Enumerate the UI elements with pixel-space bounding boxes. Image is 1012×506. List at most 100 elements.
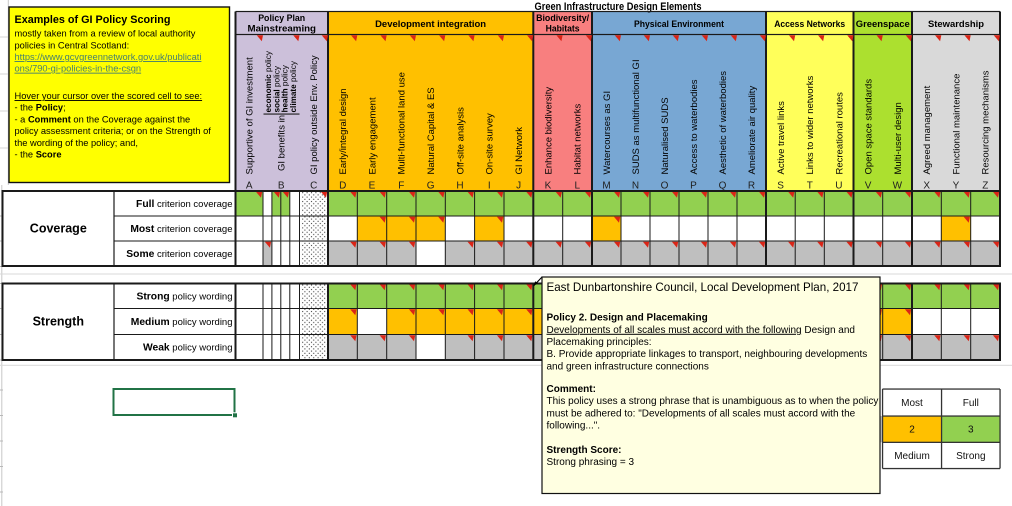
svg-text:B. Provide appropriate linkage: B. Provide appropriate linkages to trans…	[547, 349, 868, 360]
svg-text:Multi-user design: Multi-user design	[893, 102, 904, 174]
svg-text:Active travel links: Active travel links	[776, 101, 787, 175]
svg-text:Medium policy wording: Medium policy wording	[131, 317, 233, 328]
svg-text:Coverage: Coverage	[30, 222, 87, 236]
svg-text:Full: Full	[963, 398, 979, 409]
svg-text:Watercourses as GI: Watercourses as GI	[602, 91, 613, 175]
svg-text:Policy Plan: Policy Plan	[258, 13, 305, 23]
svg-text:Weak policy wording: Weak policy wording	[143, 343, 233, 354]
svg-text:Enhance biodiversity: Enhance biodiversity	[543, 87, 554, 175]
svg-text:following...".: following...".	[547, 421, 601, 432]
svg-text:Stewardship: Stewardship	[928, 19, 985, 29]
svg-text:Full criterion coverage: Full criterion coverage	[136, 199, 232, 210]
svg-text:GI benefits in: GI benefits in	[276, 115, 286, 171]
svg-text:Mainstreaming: Mainstreaming	[248, 24, 317, 34]
svg-text:This policy uses a strong phra: This policy uses a strong phrase that is…	[547, 396, 879, 407]
svg-text:Supportive of GI investment: Supportive of GI investment	[245, 57, 256, 175]
svg-text:Strong: Strong	[956, 451, 985, 462]
svg-text:economic policy: economic policy	[264, 50, 273, 112]
svg-text:- the Policy;: - the Policy;	[15, 103, 66, 113]
svg-text:K: K	[545, 180, 552, 191]
svg-text:D: D	[339, 180, 346, 191]
svg-text:ons/790-gi-policies-in-the-csg: ons/790-gi-policies-in-the-csgn	[15, 64, 142, 74]
svg-text:Links to wider networks: Links to wider networks	[805, 76, 816, 175]
svg-text:Z: Z	[982, 180, 988, 191]
svg-text:Resourcing mechanisms: Resourcing mechanisms	[981, 70, 992, 174]
svg-text:Early/integral design: Early/integral design	[338, 88, 349, 174]
svg-text:Comment:: Comment:	[547, 384, 596, 395]
svg-text:Y: Y	[953, 180, 960, 191]
svg-text:L: L	[575, 180, 581, 191]
svg-text:J: J	[516, 180, 521, 191]
svg-text:social policy: social policy	[272, 65, 281, 112]
svg-text:health policy: health policy	[281, 64, 290, 112]
svg-text:Access Networks: Access Networks	[774, 19, 845, 29]
svg-text:Early engagement: Early engagement	[367, 97, 378, 174]
svg-text:3: 3	[968, 425, 974, 436]
svg-text:GI Network: GI Network	[514, 127, 525, 175]
svg-text:Ameliorate air quality: Ameliorate air quality	[747, 86, 758, 175]
svg-text:Habitats: Habitats	[546, 24, 580, 34]
svg-text:Strong policy wording: Strong policy wording	[136, 292, 232, 303]
svg-text:Biodiversity/: Biodiversity/	[536, 13, 590, 23]
svg-text:Functional maintenance: Functional maintenance	[951, 74, 962, 175]
svg-text:Habitat networks: Habitat networks	[573, 103, 584, 174]
svg-text:Open space standards: Open space standards	[864, 79, 875, 175]
svg-text:Placemaking principles:: Placemaking principles:	[547, 337, 652, 348]
svg-text:Most criterion coverage: Most criterion coverage	[130, 224, 232, 235]
svg-text:Multi-functional land use: Multi-functional land use	[397, 72, 408, 174]
svg-text:Strength Score:: Strength Score:	[547, 445, 622, 456]
svg-text:2: 2	[909, 425, 915, 436]
svg-text:Recreational routes: Recreational routes	[834, 92, 845, 175]
svg-text:and green infrastructure conne: and green infrastructure connections	[547, 361, 709, 372]
svg-text:policy assessment criteria; or: policy assessment criteria; or on the St…	[15, 126, 212, 136]
svg-text:Physical Environment: Physical Environment	[634, 19, 724, 29]
svg-text:East Dunbartonshire Council, L: East Dunbartonshire Council, Local Devel…	[547, 281, 859, 294]
svg-text:https://www.gcvgreennetwork.go: https://www.gcvgreennetwork.gov.uk/publi…	[15, 52, 202, 62]
svg-text:the wording of the policy; and: the wording of the policy; and,	[15, 138, 139, 148]
svg-text:Agreed management: Agreed management	[922, 85, 933, 174]
svg-text:P: P	[690, 180, 697, 191]
svg-text:- a Comment on the Coverage ag: - a Comment on the Coverage against the	[15, 114, 191, 124]
svg-text:SUDS as multifunctional GI: SUDS as multifunctional GI	[631, 59, 642, 174]
svg-text:Access to waterbodies: Access to waterbodies	[689, 79, 700, 174]
svg-text:Naturalised SUDS: Naturalised SUDS	[660, 97, 671, 174]
svg-text:M: M	[602, 180, 610, 191]
svg-text:Natural Capital & ES: Natural Capital & ES	[426, 87, 437, 174]
svg-text:Some criterion coverage: Some criterion coverage	[126, 249, 232, 260]
svg-text:On-site survey: On-site survey	[485, 113, 496, 174]
svg-text:policies in Central Scotland:: policies in Central Scotland:	[15, 40, 130, 50]
svg-text:Off-site analysis: Off-site analysis	[455, 107, 466, 175]
svg-text:I: I	[488, 180, 491, 191]
svg-text:Aesthetic of waterbodies: Aesthetic of waterbodies	[718, 71, 729, 175]
svg-text:X: X	[923, 180, 930, 191]
svg-text:W: W	[893, 180, 903, 191]
svg-text:R: R	[748, 180, 755, 191]
svg-text:mostly taken from a review of: mostly taken from a review of local auth…	[15, 29, 196, 39]
svg-text:Examples of GI Policy Scoring: Examples of GI Policy Scoring	[15, 14, 171, 26]
svg-text:must be adhered to: "Developme: must be adhered to: "Developments of all…	[547, 408, 856, 419]
svg-text:H: H	[456, 180, 463, 191]
svg-text:Development integration: Development integration	[375, 19, 486, 29]
svg-text:E: E	[369, 180, 376, 191]
svg-text:Hover your cursor over the sco: Hover your cursor over the scored cell t…	[15, 91, 203, 101]
svg-text:A: A	[246, 180, 253, 191]
svg-text:Developments of all scales mus: Developments of all scales must accord w…	[547, 325, 856, 336]
svg-text:F: F	[398, 180, 404, 191]
svg-text:T: T	[807, 180, 813, 191]
svg-text:N: N	[632, 180, 639, 191]
svg-text:Strong phrasing = 3: Strong phrasing = 3	[547, 457, 635, 468]
svg-text:B: B	[278, 180, 285, 191]
svg-text:Greenspace: Greenspace	[856, 19, 910, 29]
svg-text:C: C	[310, 180, 317, 191]
svg-text:- the Score: - the Score	[15, 150, 62, 160]
svg-text:Strength: Strength	[33, 315, 84, 329]
svg-text:Most: Most	[901, 398, 923, 409]
svg-text:Policy 2. Design and Placemaki: Policy 2. Design and Placemaking	[547, 313, 708, 324]
svg-text:Medium: Medium	[894, 451, 930, 462]
svg-text:O: O	[661, 180, 669, 191]
svg-text:GI policy outside Env. Policy: GI policy outside Env. Policy	[309, 55, 320, 174]
svg-text:Q: Q	[719, 180, 727, 191]
svg-text:climate policy: climate policy	[289, 60, 298, 112]
svg-text:S: S	[777, 180, 784, 191]
svg-text:U: U	[835, 180, 842, 191]
